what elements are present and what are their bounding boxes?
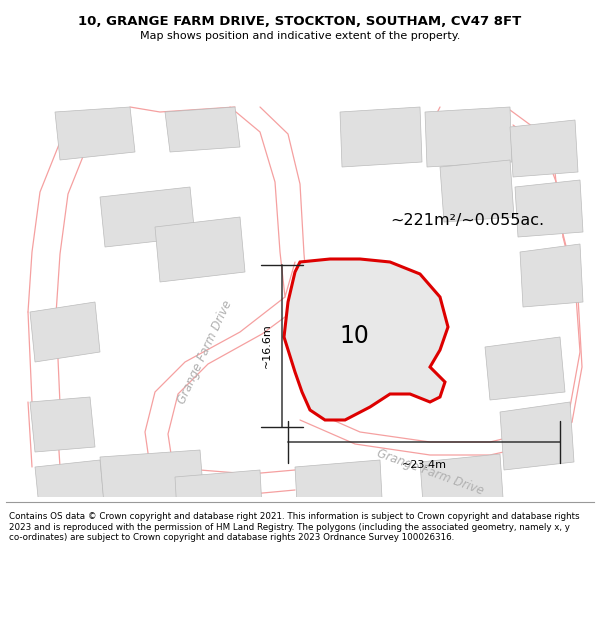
Text: ~221m²/~0.055ac.: ~221m²/~0.055ac. <box>390 213 544 228</box>
Text: Grange Farm Drive: Grange Farm Drive <box>175 298 235 406</box>
Text: ~23.4m: ~23.4m <box>401 460 446 470</box>
Polygon shape <box>295 460 383 522</box>
Polygon shape <box>284 259 448 420</box>
Polygon shape <box>175 470 263 532</box>
Text: Grange Farm Drive: Grange Farm Drive <box>375 447 485 498</box>
Polygon shape <box>30 397 95 452</box>
Text: 10: 10 <box>339 324 369 348</box>
Polygon shape <box>510 120 578 177</box>
Polygon shape <box>500 402 574 470</box>
Polygon shape <box>30 302 100 362</box>
Polygon shape <box>35 460 105 517</box>
Polygon shape <box>340 107 422 167</box>
Text: Map shows position and indicative extent of the property.: Map shows position and indicative extent… <box>140 31 460 41</box>
Polygon shape <box>520 244 583 307</box>
Polygon shape <box>55 107 135 160</box>
Polygon shape <box>165 107 240 152</box>
Polygon shape <box>155 217 245 282</box>
Polygon shape <box>485 337 565 400</box>
Text: ~16.6m: ~16.6m <box>262 324 272 368</box>
Polygon shape <box>100 450 205 517</box>
Polygon shape <box>420 454 504 518</box>
Polygon shape <box>425 107 512 167</box>
Polygon shape <box>515 180 583 237</box>
Polygon shape <box>100 187 195 247</box>
Text: 10, GRANGE FARM DRIVE, STOCKTON, SOUTHAM, CV47 8FT: 10, GRANGE FARM DRIVE, STOCKTON, SOUTHAM… <box>79 14 521 28</box>
Text: Contains OS data © Crown copyright and database right 2021. This information is : Contains OS data © Crown copyright and d… <box>9 512 580 542</box>
Polygon shape <box>440 160 514 222</box>
